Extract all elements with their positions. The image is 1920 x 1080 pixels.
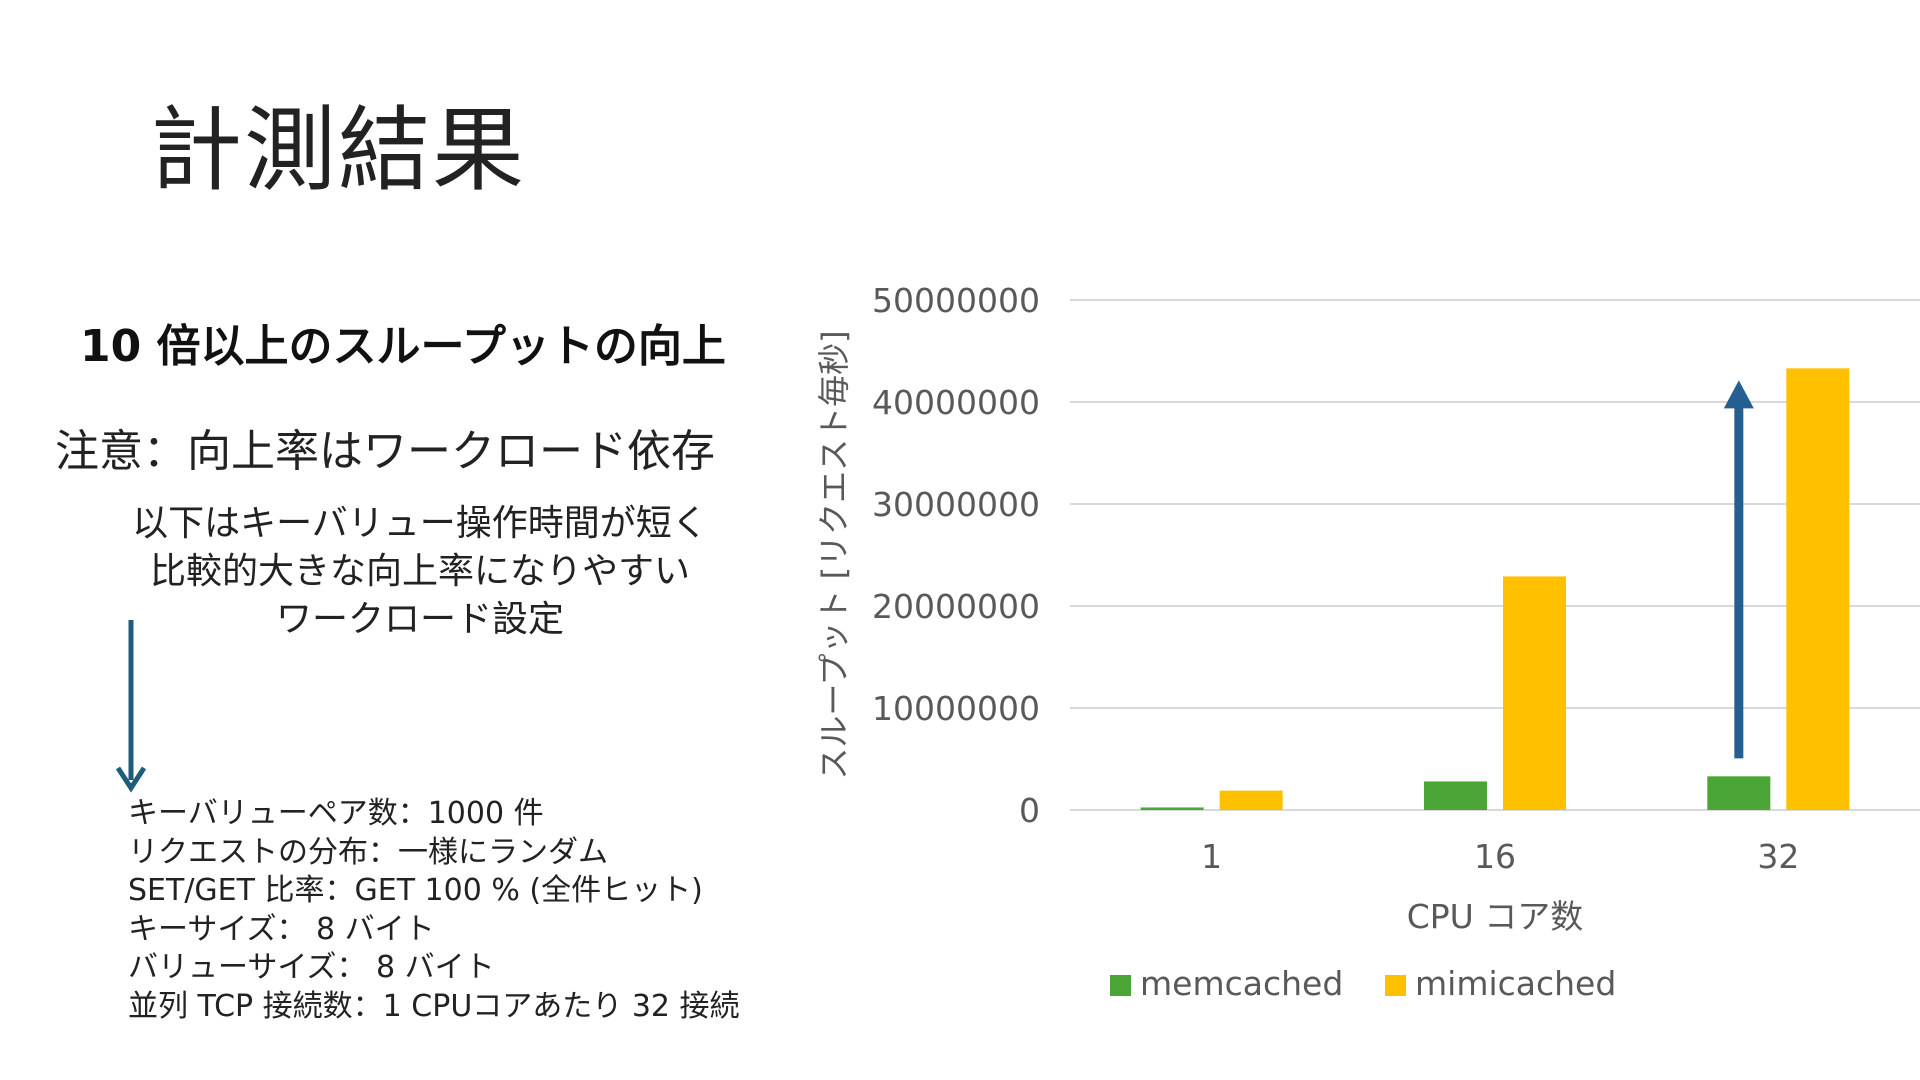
y-tick-label: 40000000 [872, 383, 1040, 422]
legend-label: mimicached [1415, 964, 1616, 1003]
bar-mimicached [1786, 368, 1850, 810]
bar-memcached [1707, 776, 1771, 810]
description-line: 比較的大きな向上率になりやすい [149, 551, 690, 592]
setting-item: SET/GET 比率：GET 100 % (全件ヒット) [128, 873, 703, 908]
headline: 10 倍以上のスループットの向上 [80, 321, 726, 372]
note-text: 注意：向上率はワークロード依存 [55, 426, 715, 477]
throughput-bar-chart: 50000000 40000000 30000000 20000000 10000000… [815, 281, 1920, 1003]
y-tick-label: 10000000 [872, 689, 1040, 728]
x-tick-label: 1 [1201, 837, 1222, 876]
bar-memcached [1424, 781, 1487, 810]
slide-title: 計測結果 [150, 97, 527, 204]
legend-label: memcached [1140, 964, 1343, 1003]
setting-item: 並列 TCP 接続数：1 CPUコアあたり 32 接続 [128, 988, 740, 1024]
y-tick-label: 50000000 [872, 281, 1040, 320]
x-axis-title: CPU コア数 [1407, 897, 1584, 936]
y-tick-label: 0 [1019, 791, 1040, 830]
workload-description: 以下はキーバリュー操作時間が短く 比較的大きな向上率になりやすい ワークロード設… [60, 500, 780, 644]
down-arrow-icon [116, 620, 146, 793]
setting-item: キーサイズ： 8 バイト [128, 911, 435, 947]
description-line: ワークロード設定 [275, 599, 564, 640]
legend-swatch [1385, 975, 1406, 996]
x-tick-label: 32 [1757, 837, 1799, 876]
legend-swatch [1110, 975, 1131, 996]
setting-item: キーバリューペア数：1000 件 [128, 796, 544, 831]
bar-mimicached [1219, 790, 1283, 810]
y-tick-label: 20000000 [872, 587, 1040, 626]
description-line: 以下はキーバリュー操作時間が短く [132, 503, 708, 544]
setting-item: バリューサイズ： 8 バイト [128, 950, 495, 985]
bar-mimicached [1503, 576, 1566, 810]
workload-settings: キーバリューペア数：1000 件 リクエストの分布：一様にランダム SET/GE… [128, 795, 828, 1026]
y-tick-label: 30000000 [872, 485, 1040, 524]
bar-memcached [1140, 807, 1204, 810]
improvement-arrow-icon [1723, 380, 1754, 759]
x-tick-label: 16 [1474, 837, 1516, 876]
y-axis-title: スループット [リクエスト毎秒] [815, 330, 853, 779]
setting-item: リクエストの分布：一様にランダム [128, 834, 608, 870]
